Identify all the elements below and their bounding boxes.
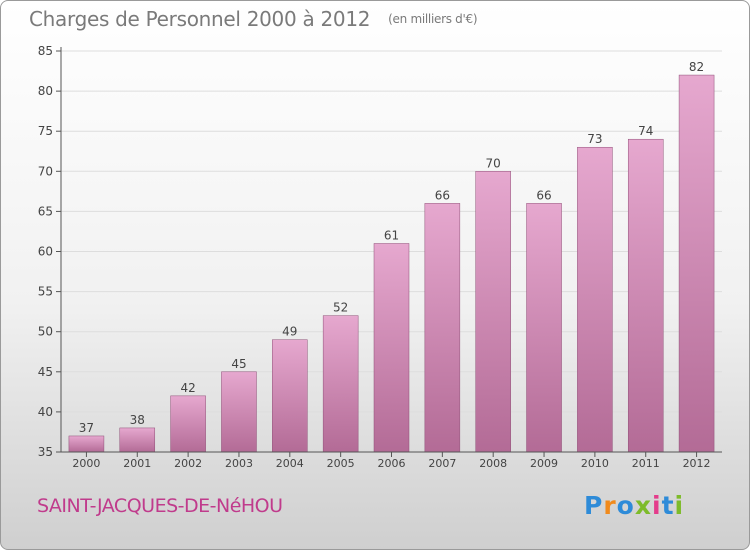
chart-title: Charges de Personnel 2000 à 2012 (en mill… [29,7,478,31]
data-label: 61 [384,228,399,242]
y-tick-label: 45 [38,365,53,379]
x-tick-label: 2010 [581,457,609,470]
proxiti-logo: Proxiti [584,491,684,520]
x-tick-label: 2005 [327,457,355,470]
y-tick-label: 35 [38,445,53,459]
bar [373,243,410,453]
title-text: Charges de Personnel 2000 à 2012 [29,7,371,31]
y-tick-label: 65 [38,204,53,218]
bar [424,203,461,453]
bar [272,339,308,453]
axes-group: 35 40 45 50 55 60 65 70 75 80 85 [38,44,722,459]
logo-letter: i [674,491,685,520]
y-tick-label: 40 [38,405,53,419]
logo-letter: i [652,491,662,520]
data-label: 82 [689,60,704,74]
bar [322,315,359,453]
x-tick-label: 2006 [378,457,406,470]
x-tick-label: 2004 [276,457,304,470]
data-label: 38 [130,413,145,427]
chart-subtitle: (en milliers d'€) [388,12,478,26]
logo-letter: r [603,491,617,520]
y-tick-label: 85 [38,44,53,58]
bar [170,395,206,453]
y-tick-label: 70 [38,164,53,178]
data-label: 37 [79,421,94,435]
bar [119,427,156,453]
data-label: 66 [536,188,551,202]
y-tick-label: 75 [38,124,53,138]
x-tick-label: 2008 [479,457,507,470]
y-tick-label: 60 [38,245,53,259]
x-tick-label: 2000 [72,457,100,470]
x-tick-label: 2009 [530,457,558,470]
bar [526,203,562,453]
x-tick-label: 2007 [428,457,456,470]
logo-letter: P [584,491,604,520]
bar [68,435,105,453]
data-label: 74 [638,124,653,138]
x-tick-label: 2002 [174,457,202,470]
bars-group [68,74,715,453]
commune-name: SAINT-JACQUES-DE-NéHOU [37,495,283,517]
bar [577,146,613,453]
logo-letter: t [661,491,675,520]
data-label: 42 [180,381,195,395]
data-label: 70 [486,156,501,170]
logo-letter: x [634,491,652,520]
y-tick-label: 80 [38,84,53,98]
y-tick-label: 50 [38,325,53,339]
bar [475,171,511,453]
data-label: 52 [333,301,348,315]
labels-group: 37 2000 38 2001 42 2002 45 2003 49 2004 52 2005 61 20… [72,60,710,470]
data-label: 45 [231,357,246,371]
x-tick-label: 2001 [123,457,151,470]
x-tick-label: 2011 [632,457,660,470]
x-tick-label: 2003 [225,457,253,470]
y-tick-label: 55 [38,285,53,299]
logo-letter: o [616,491,635,520]
bar [221,371,257,453]
bar [678,74,715,453]
x-tick-label: 2012 [683,457,711,470]
data-label: 66 [435,188,450,202]
data-label: 73 [587,132,602,146]
bar [627,138,664,453]
data-label: 49 [282,325,297,339]
